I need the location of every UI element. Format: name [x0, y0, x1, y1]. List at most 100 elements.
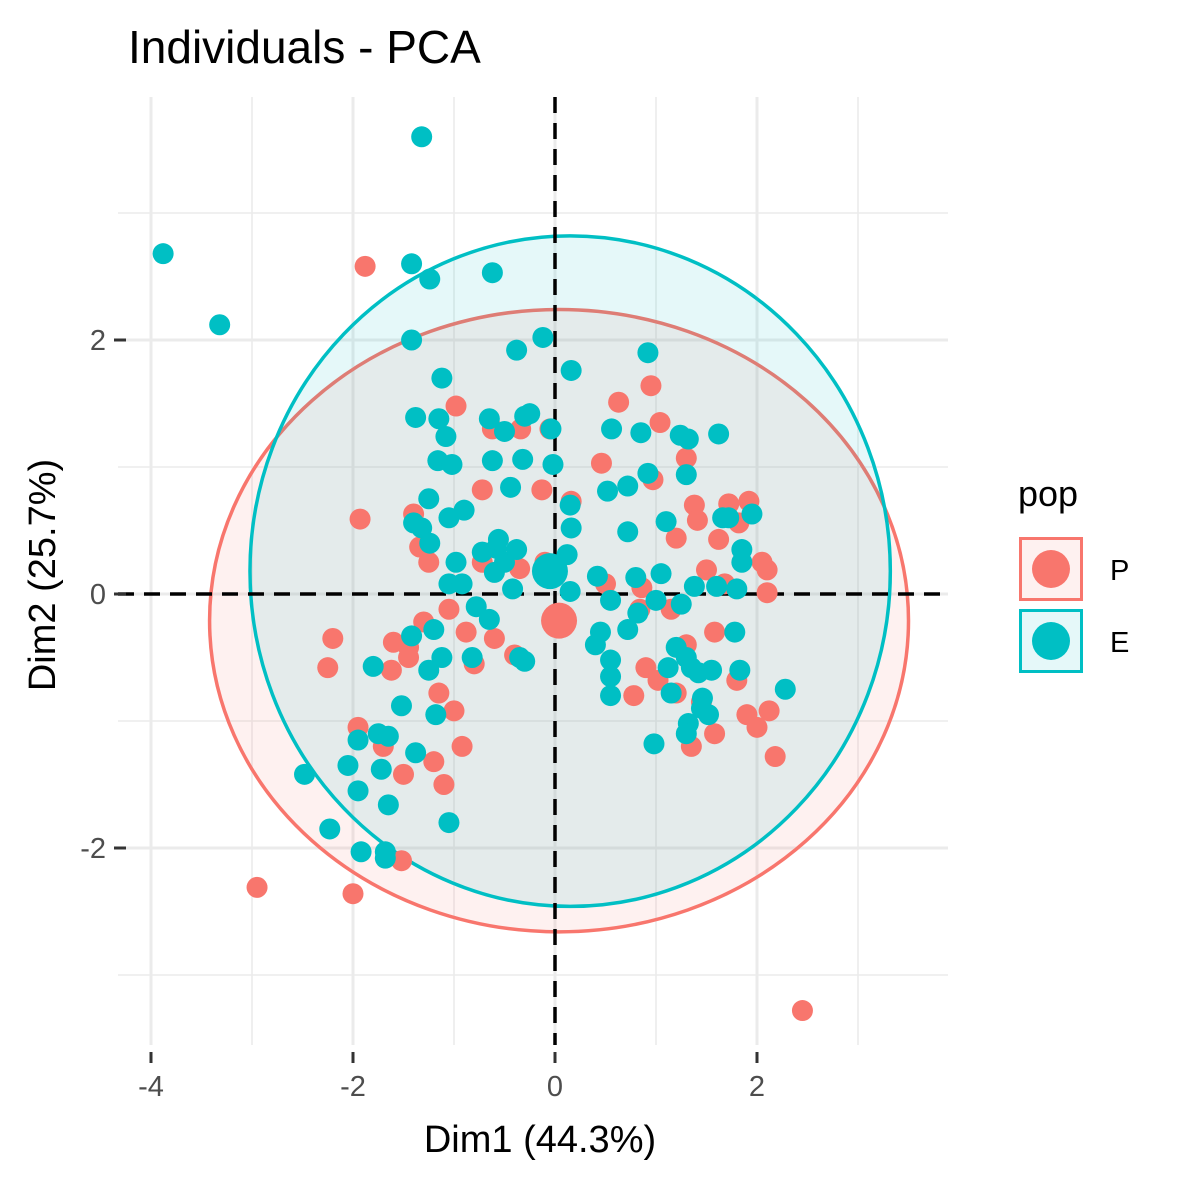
legend-label-P: P [1110, 555, 1129, 587]
point-P [756, 582, 778, 604]
point-E [597, 480, 619, 502]
point-E [431, 647, 453, 668]
point-E [708, 423, 730, 445]
point-E [584, 634, 606, 656]
point-P [471, 479, 493, 501]
point-P [746, 716, 768, 738]
chart-title: Individuals - PCA [128, 21, 481, 73]
point-E [483, 561, 505, 583]
point-E [418, 488, 440, 510]
legend-dot-E [1032, 622, 1070, 660]
point-E [401, 253, 423, 275]
point-E [650, 563, 672, 585]
point-E [411, 126, 433, 148]
axes: -4 -2 0 2 -2 0 2 [80, 325, 765, 1103]
point-E [423, 619, 445, 641]
point-E [500, 476, 522, 498]
point-E [559, 580, 581, 602]
point-P [756, 559, 778, 581]
point-E [494, 420, 515, 442]
point-E [637, 342, 659, 364]
x-tick-label: 2 [749, 1071, 765, 1103]
point-E [347, 729, 369, 751]
point-E [675, 723, 697, 745]
point-E [377, 725, 399, 747]
point-P [640, 375, 662, 397]
data-points [152, 126, 813, 1022]
point-E [465, 596, 487, 618]
point-E [481, 450, 503, 472]
point-P [649, 412, 671, 434]
point-P [380, 659, 402, 681]
point-P [696, 559, 717, 581]
point-E [506, 539, 528, 561]
point-P [704, 621, 726, 643]
point-E [337, 754, 359, 776]
point-E [519, 403, 541, 425]
point-E [586, 565, 608, 587]
point-E [726, 578, 748, 600]
point-P [322, 627, 344, 649]
point-E [512, 448, 534, 470]
point-P [455, 621, 477, 643]
point-P [704, 723, 726, 745]
point-P [433, 774, 455, 795]
point-P [708, 528, 730, 550]
point-E [657, 657, 679, 679]
point-E [655, 511, 677, 533]
grid-lines [118, 97, 948, 1045]
point-E [419, 268, 441, 290]
point-E [617, 475, 639, 497]
point-E [445, 551, 467, 573]
point-E [718, 507, 740, 529]
point-E [502, 578, 524, 600]
point-P [608, 391, 630, 413]
point-P [758, 700, 780, 722]
ellipse-E [248, 234, 893, 909]
point-E [419, 532, 441, 554]
point-E [461, 647, 483, 668]
point-P [443, 700, 465, 722]
legend-label-E: E [1110, 627, 1129, 659]
point-P [423, 751, 445, 773]
point-E [559, 494, 581, 516]
point-P [665, 527, 687, 549]
point-E [660, 682, 682, 704]
point-P [686, 509, 708, 531]
point-P [675, 447, 697, 469]
y-tick-label: -2 [80, 833, 106, 865]
point-E [506, 339, 528, 361]
point-E [435, 426, 457, 448]
point-P [428, 682, 450, 704]
y-axis-title: Dim2 (25.7%) [22, 459, 64, 691]
point-P [451, 735, 473, 757]
point-E [481, 262, 503, 284]
point-E [729, 659, 751, 681]
point-E [600, 685, 622, 707]
point-E [478, 608, 500, 630]
point-P [483, 627, 505, 649]
point-E [542, 453, 564, 475]
point-P [764, 746, 786, 768]
point-E [428, 408, 450, 430]
point-E [401, 329, 423, 351]
point-P [791, 1000, 813, 1022]
point-E [677, 428, 699, 450]
point-E [374, 847, 396, 869]
point-E [560, 517, 582, 539]
point-P [445, 395, 467, 417]
point-E [670, 593, 692, 615]
legend: pop P E [1018, 473, 1129, 673]
x-tick-label: -2 [340, 1071, 366, 1103]
point-P [342, 883, 364, 905]
y-tick-label: 0 [90, 579, 106, 611]
centroid-E [531, 553, 568, 590]
point-E [362, 655, 384, 677]
point-E [441, 453, 463, 475]
point-E [627, 602, 649, 624]
centroid-P [541, 602, 578, 639]
point-E [401, 625, 423, 647]
point-P [354, 255, 376, 277]
